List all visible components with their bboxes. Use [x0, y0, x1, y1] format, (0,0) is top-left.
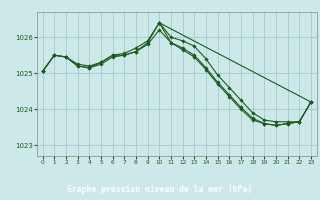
Text: Graphe pression niveau de la mer (hPa): Graphe pression niveau de la mer (hPa) — [68, 185, 252, 194]
